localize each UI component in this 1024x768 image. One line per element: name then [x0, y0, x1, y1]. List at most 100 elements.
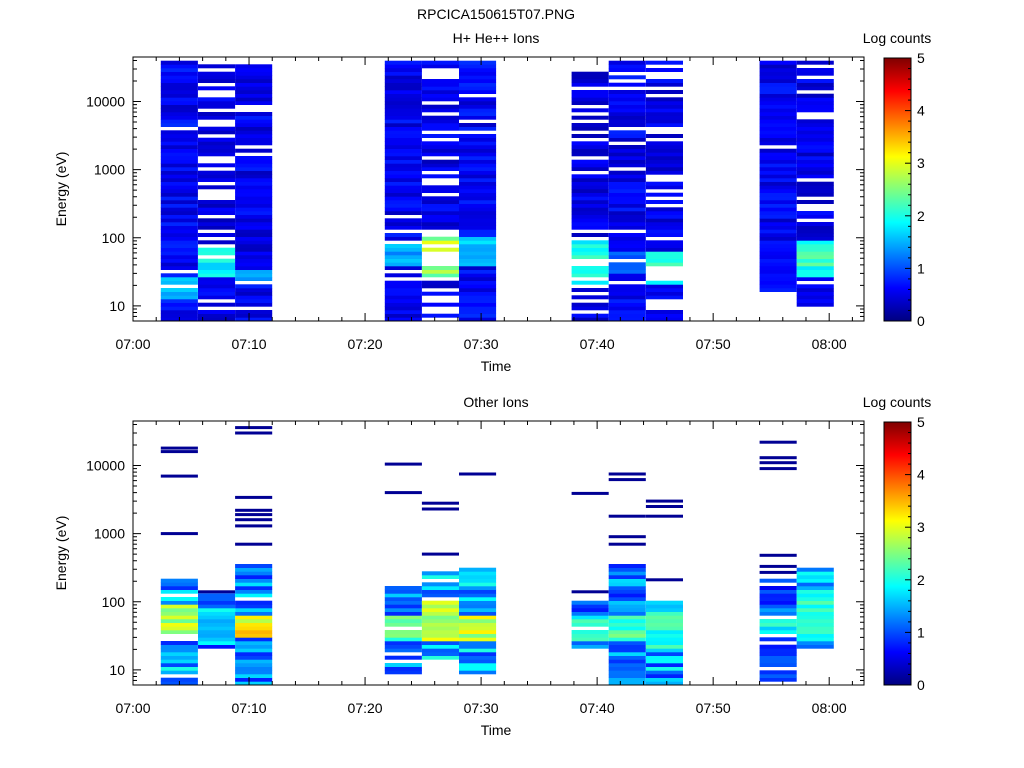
heatmap-cell	[459, 97, 497, 102]
heatmap-cell	[198, 137, 236, 142]
heatmap-cell	[759, 104, 797, 109]
heatmap-cell	[384, 108, 422, 113]
colorbar-tick-label: 3	[917, 155, 925, 171]
heatmap-cell	[796, 255, 834, 259]
heatmap-cell	[759, 181, 797, 186]
heatmap-cell	[796, 211, 834, 215]
heatmap-cell	[645, 648, 683, 653]
x-tick-label: 08:00	[812, 336, 847, 352]
heatmap-cell	[198, 211, 236, 215]
heatmap-cell	[759, 130, 797, 135]
heatmap-cell	[421, 247, 459, 252]
heatmap-cell	[645, 145, 683, 149]
heatmap-cell	[608, 666, 646, 671]
heatmap-cell	[235, 310, 273, 314]
heatmap-cell	[796, 130, 834, 135]
heatmap-cell	[235, 622, 273, 627]
heatmap-cell	[459, 589, 497, 594]
heatmap-cell	[459, 597, 497, 601]
heatmap-cell	[235, 214, 273, 219]
heatmap-cell	[160, 141, 198, 146]
heatmap-cell	[198, 310, 236, 314]
heatmap-cell	[796, 244, 834, 248]
heatmap-cell	[421, 655, 459, 660]
heatmap-cell	[198, 630, 236, 634]
heatmap-cell	[759, 564, 797, 568]
heatmap-cell	[796, 185, 834, 190]
heatmap-cell	[160, 196, 198, 201]
heatmap-cell	[160, 255, 198, 259]
heatmap-cell	[571, 218, 609, 223]
heatmap-cell	[571, 71, 609, 76]
heatmap-cell	[235, 251, 273, 256]
heatmap-cell	[759, 115, 797, 120]
heatmap-cell	[796, 181, 834, 186]
heatmap-cell	[459, 567, 497, 572]
heatmap-cell	[796, 251, 834, 256]
heatmap-cell	[160, 652, 198, 656]
heatmap-cell	[571, 633, 609, 638]
heatmap-cell	[759, 75, 797, 80]
heatmap-cell	[571, 622, 609, 627]
x-tick-label: 07:40	[580, 336, 615, 352]
heatmap-cell	[608, 641, 646, 645]
heatmap-cell	[459, 615, 497, 620]
heatmap-cell	[759, 240, 797, 245]
colorbar-tick-label: 1	[917, 624, 925, 640]
heatmap-cell	[459, 273, 497, 278]
heatmap-cell	[160, 79, 198, 83]
heatmap-cell	[608, 299, 646, 303]
heatmap-cell	[608, 178, 646, 182]
heatmap-cell	[459, 313, 497, 318]
heatmap-cell	[645, 291, 683, 296]
heatmap-cell	[796, 79, 834, 83]
heatmap-cell	[198, 604, 236, 609]
x-tick-label: 07:10	[232, 336, 267, 352]
heatmap-cell	[571, 280, 609, 285]
heatmap-cell	[235, 302, 273, 307]
heatmap-cell	[160, 75, 198, 80]
heatmap-cell	[160, 622, 198, 627]
heatmap-cell	[645, 200, 683, 204]
heatmap-cell	[571, 163, 609, 168]
heatmap-cell	[384, 589, 422, 594]
heatmap-cell	[235, 192, 273, 197]
heatmap-cell	[198, 218, 236, 223]
heatmap-cell	[796, 167, 834, 171]
heatmap-cell	[459, 68, 497, 72]
heatmap-cell	[459, 211, 497, 215]
heatmap-cell	[759, 586, 797, 590]
heatmap-cell	[198, 163, 236, 168]
heatmap-cell	[759, 141, 797, 146]
heatmap-cell	[384, 586, 422, 590]
heatmap-cell	[235, 156, 273, 160]
heatmap-cell	[384, 159, 422, 164]
heatmap-cell	[384, 200, 422, 204]
heatmap-cell	[608, 115, 646, 120]
heatmap-cell	[759, 236, 797, 241]
heatmap-cell	[759, 608, 797, 612]
heatmap-cell	[759, 251, 797, 256]
heatmap-cell	[645, 192, 683, 197]
heatmap-cell	[571, 269, 609, 274]
heatmap-cell	[421, 266, 459, 270]
heatmap-cell	[459, 233, 497, 237]
x-tick-label: 08:00	[812, 700, 847, 716]
colorbar-tick-label: 0	[917, 677, 925, 693]
heatmap-cell	[796, 214, 834, 219]
heatmap-cell	[421, 163, 459, 168]
heatmap-cell	[235, 200, 273, 204]
heatmap-cell	[235, 582, 273, 587]
heatmap-cell	[796, 192, 834, 197]
heatmap-cell	[384, 244, 422, 248]
heatmap-cell	[160, 670, 198, 675]
heatmap-cell	[384, 60, 422, 65]
heatmap-cell	[198, 152, 236, 157]
heatmap-cell	[421, 641, 459, 645]
heatmap-cell	[160, 189, 198, 193]
heatmap-cell	[796, 60, 834, 65]
heatmap-cell	[198, 130, 236, 135]
heatmap-cell	[459, 115, 497, 120]
heatmap-cell	[759, 269, 797, 274]
heatmap-cell	[645, 670, 683, 675]
